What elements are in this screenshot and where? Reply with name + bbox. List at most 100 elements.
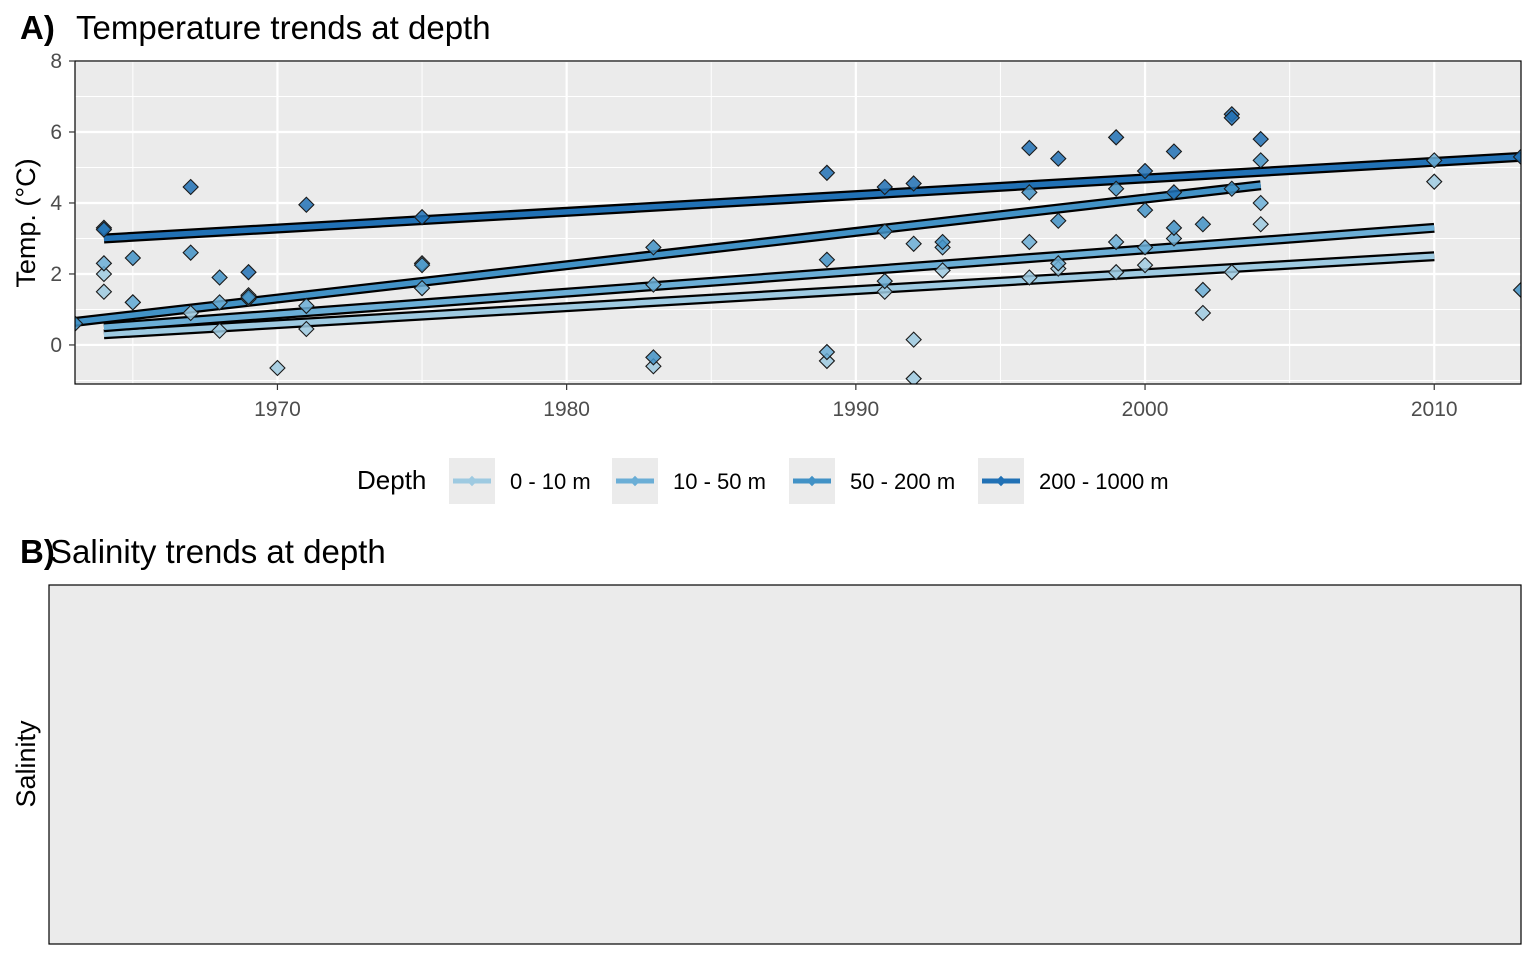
data-point [905, 370, 922, 384]
data-point [182, 304, 199, 322]
data-point [1223, 180, 1241, 198]
data-point [95, 283, 113, 300]
legend-label: 50 - 200 m [850, 469, 955, 494]
trend-line [103, 253, 1435, 338]
data-point [905, 331, 922, 348]
data-point [211, 294, 228, 311]
panel-a-y-axis-title: Temp. (°C) [11, 158, 41, 287]
data-point [1194, 281, 1212, 299]
panel-b-tag: B) [20, 533, 55, 570]
x-tick-label: 2010 [1411, 398, 1458, 421]
data-point [413, 208, 431, 226]
data-point [818, 352, 836, 370]
y-tick-label: 4 [50, 192, 62, 215]
panel-a-plot: 1970 1980 1990 2000 2010 0 2 4 6 8 [50, 50, 1522, 421]
legend-key-marker [995, 475, 1007, 487]
y-tick-label: 0 [50, 334, 62, 357]
data-point [1512, 148, 1521, 166]
legend-label: 10 - 50 m [673, 469, 766, 494]
data-point [182, 178, 199, 196]
data-point [934, 233, 951, 251]
data-point [818, 343, 836, 361]
data-point [818, 164, 836, 182]
panel-b-title: Salinity trends at depth [50, 533, 386, 570]
data-point [1425, 173, 1443, 190]
data-point [269, 359, 286, 377]
legend-key-marker [466, 475, 478, 487]
data-point [1512, 281, 1521, 299]
data-point [1050, 212, 1067, 230]
data-point [1050, 150, 1067, 167]
data-point [1107, 233, 1125, 251]
panel-a-border [74, 60, 1522, 385]
data-point [298, 297, 315, 315]
panel-a-points [75, 105, 1521, 384]
data-point [1107, 180, 1125, 198]
data-point [1021, 139, 1038, 157]
data-point [905, 175, 922, 192]
panel-a-title: Temperature trends at depth [76, 9, 491, 46]
panel-a-tag: A) [20, 9, 55, 46]
data-point [1021, 184, 1038, 201]
data-point [75, 315, 84, 332]
y-tick-label: 8 [50, 50, 62, 73]
data-point [124, 294, 142, 311]
data-point [1136, 256, 1154, 274]
legend-label: 200 - 1000 m [1039, 469, 1169, 494]
data-point [211, 322, 228, 340]
y-tick-label: 2 [50, 263, 62, 286]
data-point [1223, 109, 1241, 127]
data-point [240, 288, 257, 306]
data-point [645, 357, 662, 375]
panel-a-y-ticks: 0 2 4 6 8 [50, 50, 75, 357]
data-point [1107, 129, 1125, 146]
legend-key-marker [629, 475, 641, 487]
data-point [1021, 233, 1038, 251]
data-point [95, 255, 113, 272]
data-point [95, 221, 113, 238]
data-point [1165, 230, 1183, 247]
legend: Depth 0 - 10 m 10 - 50 m 50 - 200 m 200 - 1… [357, 458, 1169, 504]
data-point [1165, 219, 1183, 237]
legend-label: 0 - 10 m [510, 469, 591, 494]
panel-a-x-ticks: 1970 1980 1990 2000 2010 [254, 384, 1458, 421]
data-point [1252, 152, 1269, 169]
data-point [934, 262, 951, 279]
data-point [240, 263, 257, 281]
data-point [1223, 263, 1241, 281]
x-tick-label: 2000 [1122, 398, 1169, 421]
data-point [1136, 239, 1154, 256]
data-point [645, 276, 662, 293]
x-tick-label: 1990 [832, 398, 879, 421]
data-point [1252, 215, 1269, 233]
data-point [1136, 162, 1154, 180]
legend-title: Depth [357, 465, 426, 495]
data-point [1252, 130, 1269, 148]
data-point [1194, 304, 1212, 322]
data-point [1165, 143, 1183, 160]
data-point [905, 235, 922, 253]
data-point [413, 256, 431, 274]
trend-line [75, 182, 1262, 325]
x-tick-label: 1970 [254, 398, 301, 421]
data-point [1194, 215, 1212, 233]
data-point [95, 265, 113, 283]
data-point [876, 223, 894, 240]
trend-line [103, 154, 1521, 242]
data-point [876, 283, 894, 300]
data-point [182, 244, 199, 261]
legend-key-marker [806, 475, 818, 487]
y-tick-label: 6 [50, 121, 62, 144]
data-point [124, 249, 142, 267]
data-point [298, 320, 315, 338]
data-point [876, 178, 894, 196]
data-point [1107, 263, 1125, 281]
data-point [818, 251, 836, 269]
data-point [1136, 201, 1154, 219]
data-point [1252, 194, 1269, 212]
data-point [645, 239, 662, 256]
data-point [1165, 184, 1183, 201]
data-point [1050, 255, 1067, 272]
trend-line [103, 225, 1435, 330]
